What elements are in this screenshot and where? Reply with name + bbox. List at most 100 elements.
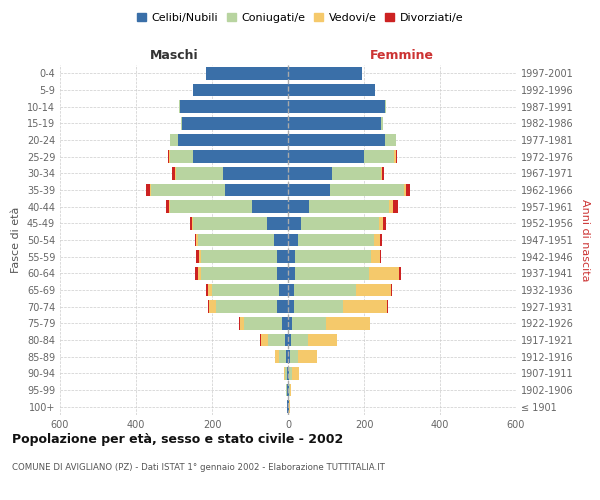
Bar xyxy=(206,284,208,296)
Bar xyxy=(194,234,196,246)
Bar xyxy=(400,267,401,280)
Bar xyxy=(289,367,292,380)
Bar xyxy=(356,284,391,296)
Bar xyxy=(182,117,288,130)
Bar xyxy=(288,117,381,130)
Bar xyxy=(192,217,193,230)
Bar xyxy=(193,84,288,96)
Bar xyxy=(286,384,287,396)
Bar xyxy=(288,384,289,396)
Bar xyxy=(382,167,384,179)
Bar xyxy=(216,300,277,313)
Bar xyxy=(288,150,364,163)
Bar xyxy=(277,300,288,313)
Bar xyxy=(274,234,288,246)
Bar xyxy=(381,117,383,130)
Bar xyxy=(151,184,226,196)
Bar xyxy=(288,400,289,413)
Bar xyxy=(275,350,278,363)
Bar xyxy=(391,284,392,296)
Bar xyxy=(385,134,395,146)
Bar xyxy=(169,200,170,213)
Bar xyxy=(197,267,202,280)
Text: Femmine: Femmine xyxy=(370,48,434,62)
Legend: Celibi/Nubili, Coniugati/e, Vedovi/e, Divorziati/e: Celibi/Nubili, Coniugati/e, Vedovi/e, Di… xyxy=(132,8,468,27)
Bar xyxy=(298,350,317,363)
Bar xyxy=(394,150,395,163)
Bar xyxy=(287,367,288,380)
Bar xyxy=(226,184,288,196)
Bar xyxy=(178,134,288,146)
Bar xyxy=(287,384,288,396)
Bar xyxy=(278,350,286,363)
Bar xyxy=(288,350,290,363)
Bar xyxy=(294,284,356,296)
Bar xyxy=(309,200,389,213)
Bar xyxy=(289,400,290,413)
Bar xyxy=(389,200,392,213)
Bar xyxy=(288,200,309,213)
Bar xyxy=(202,250,277,263)
Bar xyxy=(291,334,308,346)
Bar xyxy=(193,217,267,230)
Bar xyxy=(267,217,288,230)
Bar xyxy=(343,300,387,313)
Bar xyxy=(194,267,197,280)
Bar xyxy=(180,100,288,113)
Bar xyxy=(289,384,290,396)
Bar xyxy=(392,200,398,213)
Bar xyxy=(380,250,382,263)
Bar xyxy=(175,167,176,179)
Bar xyxy=(288,284,294,296)
Y-axis label: Fasce di età: Fasce di età xyxy=(11,207,21,273)
Bar xyxy=(387,300,388,313)
Bar xyxy=(170,150,193,163)
Bar xyxy=(288,300,294,313)
Bar xyxy=(288,100,385,113)
Bar xyxy=(146,184,150,196)
Bar xyxy=(406,184,410,196)
Bar xyxy=(268,334,285,346)
Bar xyxy=(288,84,376,96)
Bar xyxy=(240,317,244,330)
Bar xyxy=(202,267,277,280)
Bar xyxy=(288,217,301,230)
Bar xyxy=(208,284,212,296)
Bar xyxy=(330,184,404,196)
Bar xyxy=(179,100,180,113)
Bar xyxy=(301,217,379,230)
Bar xyxy=(239,317,240,330)
Bar xyxy=(223,167,288,179)
Bar xyxy=(190,217,192,230)
Bar xyxy=(308,334,337,346)
Bar xyxy=(169,150,170,163)
Bar xyxy=(383,217,386,230)
Bar xyxy=(166,200,169,213)
Text: Maschi: Maschi xyxy=(149,48,199,62)
Bar xyxy=(172,167,175,179)
Bar xyxy=(150,184,151,196)
Text: Popolazione per età, sesso e stato civile - 2002: Popolazione per età, sesso e stato civil… xyxy=(12,432,343,446)
Bar xyxy=(261,334,268,346)
Bar xyxy=(287,400,288,413)
Bar xyxy=(206,67,288,80)
Bar xyxy=(364,150,394,163)
Bar xyxy=(285,334,288,346)
Bar xyxy=(292,367,299,380)
Bar xyxy=(294,300,343,313)
Bar xyxy=(290,384,292,396)
Bar xyxy=(295,250,371,263)
Bar xyxy=(292,317,326,330)
Text: COMUNE DI AVIGLIANO (PZ) - Dati ISTAT 1° gennaio 2002 - Elaborazione TUTTITALIA.: COMUNE DI AVIGLIANO (PZ) - Dati ISTAT 1°… xyxy=(12,462,385,471)
Bar xyxy=(288,317,292,330)
Bar xyxy=(260,334,261,346)
Bar xyxy=(371,250,380,263)
Bar xyxy=(176,167,223,179)
Bar xyxy=(395,150,397,163)
Bar xyxy=(209,300,216,313)
Bar xyxy=(208,300,209,313)
Bar xyxy=(298,234,373,246)
Bar xyxy=(285,367,287,380)
Bar xyxy=(288,267,295,280)
Bar xyxy=(373,234,380,246)
